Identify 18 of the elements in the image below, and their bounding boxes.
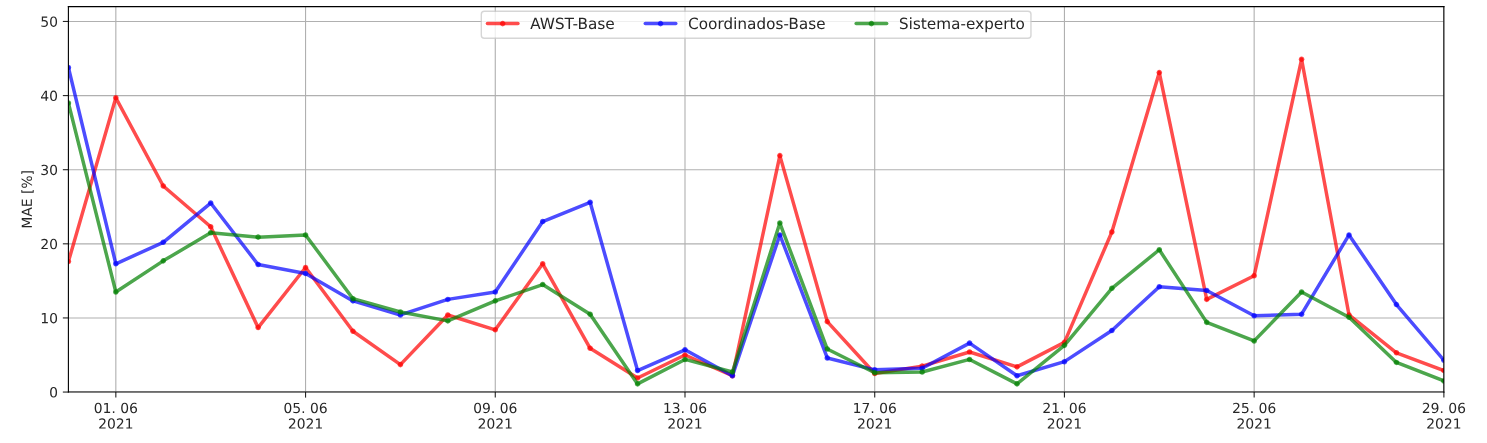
x-tick-label: 17. 06 2021	[854, 402, 896, 429]
y-tick-label: 50	[41, 16, 58, 27]
y-tick-label: 20	[41, 238, 58, 250]
y-tick-label: 10	[41, 312, 58, 324]
y-axis-title: MAE [%]	[21, 171, 34, 228]
x-tick-label: 21. 06 2021	[1043, 402, 1086, 429]
x-tick-label: 01. 06 2021	[94, 402, 138, 429]
x-tick-label: 09. 06 2021	[474, 402, 517, 429]
y-tick-label: 0	[50, 387, 58, 398]
x-tick-label: 05. 06 2021	[284, 402, 327, 429]
legend-label: Coordinados-Base	[688, 17, 825, 30]
x-tick-label: 13. 06 2021	[664, 402, 707, 429]
x-tick-label: 25. 06 2021	[1233, 402, 1276, 429]
y-tick-label: 30	[41, 164, 58, 176]
x-tick-label: 29. 06 2021	[1422, 402, 1466, 429]
y-tick-label: 40	[40, 90, 58, 102]
legend-label: AWST-Base	[530, 17, 614, 30]
legend-label: Sistema-experto	[899, 17, 1025, 33]
